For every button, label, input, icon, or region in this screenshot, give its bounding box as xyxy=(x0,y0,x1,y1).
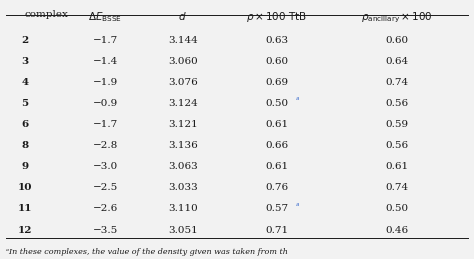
Text: 0.64: 0.64 xyxy=(386,57,409,66)
Text: 0.46: 0.46 xyxy=(386,226,409,235)
Text: 0.76: 0.76 xyxy=(265,183,289,192)
Text: complex: complex xyxy=(25,10,69,19)
Text: 0.50: 0.50 xyxy=(265,99,289,108)
Text: 0.74: 0.74 xyxy=(386,78,409,87)
Text: 6: 6 xyxy=(21,120,28,129)
Text: 3.144: 3.144 xyxy=(168,36,198,45)
Text: 4: 4 xyxy=(21,78,28,87)
Text: −1.4: −1.4 xyxy=(92,57,118,66)
Text: −2.6: −2.6 xyxy=(92,205,118,213)
Text: 3.124: 3.124 xyxy=(168,99,198,108)
Text: 0.59: 0.59 xyxy=(386,120,409,129)
Text: 0.61: 0.61 xyxy=(265,120,289,129)
Text: ᵃIn these complexes, the value of the density given was taken from th: ᵃIn these complexes, the value of the de… xyxy=(6,248,288,256)
Text: $\rho \times 100\ \mathrm{TtB}$: $\rho \times 100\ \mathrm{TtB}$ xyxy=(246,10,308,24)
Text: 8: 8 xyxy=(21,141,28,150)
Text: 3.060: 3.060 xyxy=(168,57,198,66)
Text: −0.9: −0.9 xyxy=(92,99,118,108)
Text: −1.9: −1.9 xyxy=(92,78,118,87)
Text: −1.7: −1.7 xyxy=(92,36,118,45)
Text: $\Delta E_{\mathrm{BSSE}}$: $\Delta E_{\mathrm{BSSE}}$ xyxy=(88,10,122,24)
Text: −2.5: −2.5 xyxy=(92,183,118,192)
Text: 10: 10 xyxy=(18,183,32,192)
Text: 3.136: 3.136 xyxy=(168,141,198,150)
Text: 0.56: 0.56 xyxy=(386,141,409,150)
Text: 0.66: 0.66 xyxy=(265,141,289,150)
Text: 3.110: 3.110 xyxy=(168,205,198,213)
Text: 3.063: 3.063 xyxy=(168,162,198,171)
Text: 3.033: 3.033 xyxy=(168,183,198,192)
Text: 3.121: 3.121 xyxy=(168,120,198,129)
Text: 12: 12 xyxy=(18,226,32,235)
Text: 9: 9 xyxy=(21,162,28,171)
Text: $^{a}$: $^{a}$ xyxy=(295,203,300,211)
Text: 0.60: 0.60 xyxy=(265,57,289,66)
Text: 0.57: 0.57 xyxy=(265,205,289,213)
Text: 3.076: 3.076 xyxy=(168,78,198,87)
Text: 0.61: 0.61 xyxy=(265,162,289,171)
Text: 11: 11 xyxy=(18,205,32,213)
Text: 5: 5 xyxy=(21,99,28,108)
Text: 3.051: 3.051 xyxy=(168,226,198,235)
Text: −2.8: −2.8 xyxy=(92,141,118,150)
Text: −3.5: −3.5 xyxy=(92,226,118,235)
Text: 0.71: 0.71 xyxy=(265,226,289,235)
Text: 0.63: 0.63 xyxy=(265,36,289,45)
Text: 0.56: 0.56 xyxy=(386,99,409,108)
Text: $\rho_{\mathrm{ancillary}} \times 100$: $\rho_{\mathrm{ancillary}} \times 100$ xyxy=(362,10,433,25)
Text: 0.69: 0.69 xyxy=(265,78,289,87)
Text: 0.74: 0.74 xyxy=(386,183,409,192)
Text: −3.0: −3.0 xyxy=(92,162,118,171)
Text: −1.7: −1.7 xyxy=(92,120,118,129)
Text: 0.50: 0.50 xyxy=(386,205,409,213)
Text: 2: 2 xyxy=(21,36,28,45)
Text: $^{a}$: $^{a}$ xyxy=(295,97,300,105)
Text: $d$: $d$ xyxy=(179,10,187,22)
Text: 3: 3 xyxy=(21,57,28,66)
Text: 0.61: 0.61 xyxy=(386,162,409,171)
Text: 0.60: 0.60 xyxy=(386,36,409,45)
